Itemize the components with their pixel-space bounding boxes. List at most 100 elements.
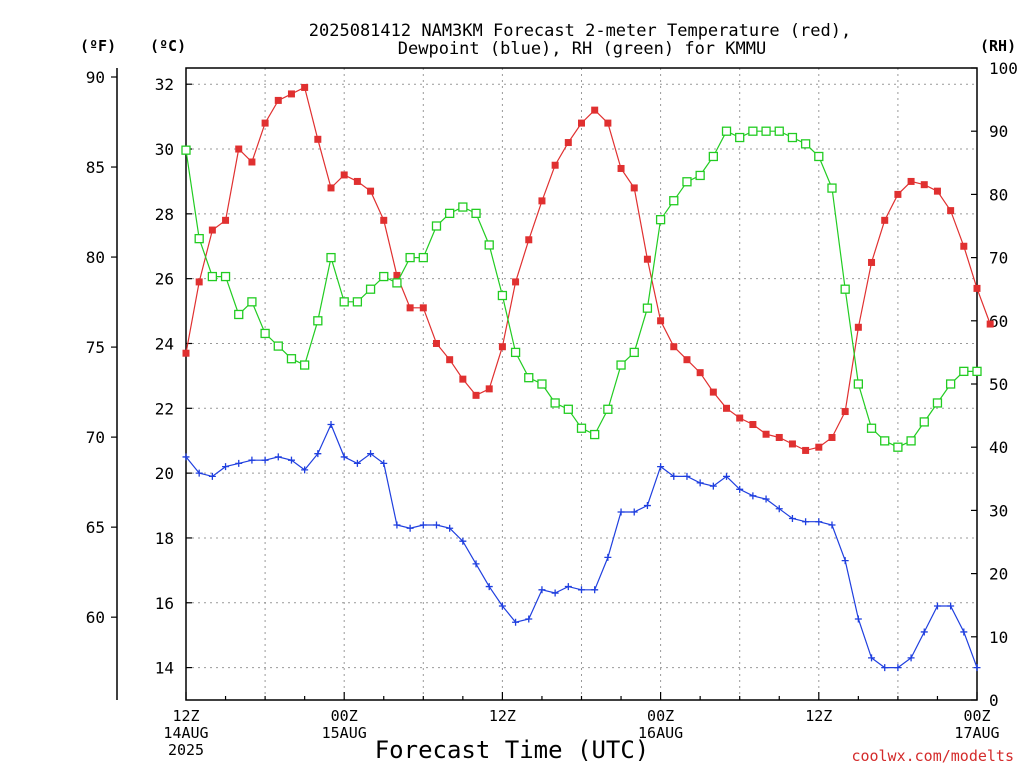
rh-point [392, 278, 402, 288]
dewpoint-point [683, 472, 691, 480]
rh-point [431, 221, 442, 231]
temperature-point [643, 255, 651, 263]
rh-point [260, 328, 270, 339]
rh-point [313, 316, 323, 326]
dewpoint-point [788, 515, 796, 523]
dewpoint-point [182, 453, 190, 461]
x-tick-label: 2025 [168, 741, 204, 759]
temperature-point [986, 320, 994, 328]
dewpoint-point [828, 521, 836, 529]
x-tick-label: 00Z [647, 707, 674, 725]
x-axis-title: Forecast Time (UTC) [375, 736, 650, 764]
dewpoint-line [185, 422, 978, 669]
rh-point [339, 297, 349, 307]
dewpoint-point [551, 589, 559, 597]
rh-point [418, 252, 428, 263]
dewpoint-point [327, 421, 335, 429]
rh-point [853, 379, 863, 389]
temperature-point [195, 278, 203, 286]
rh-tick-label: 60 [989, 312, 1008, 331]
dewpoint-point [261, 456, 269, 464]
temperature-point [920, 181, 928, 189]
rh-point [761, 126, 771, 136]
rh-point [708, 151, 718, 162]
title-line-1: 2025081412 NAM3KM Forecast 2-meter Tempe… [309, 21, 851, 41]
rh-point [365, 284, 376, 294]
dewpoint-point [340, 453, 348, 461]
x-tick-label: 16AUG [638, 724, 683, 742]
temperature-point [749, 421, 757, 429]
temperature-point [380, 216, 388, 224]
celsius-tick-label: 16 [155, 594, 174, 613]
temperature-point [446, 356, 454, 364]
temperature-point [261, 119, 269, 127]
dewpoint-point [459, 537, 467, 545]
temperature-point [960, 242, 968, 250]
dewpoint-point [274, 453, 282, 461]
dewpoint-point [670, 472, 678, 480]
dewpoint-point [446, 524, 454, 532]
fahrenheit-tick-label: 75 [86, 338, 105, 357]
rh-tick-label: 0 [989, 691, 999, 710]
rh-point [537, 379, 547, 389]
dewpoint-point [696, 479, 704, 487]
fahrenheit-unit-label: (ºF) [80, 37, 116, 55]
x-tick-label: 12Z [489, 707, 516, 725]
x-tick-label: 00Z [331, 707, 358, 725]
dewpoint-point [301, 466, 309, 474]
temperature-point [287, 90, 295, 98]
temperature-point [933, 187, 941, 195]
x-tick-label: 15AUG [322, 724, 367, 742]
axes: 14 16 18 20 22 24 26 28 30 32 60 65 70 75 80 85 90 0 10 20 3… [86, 59, 1018, 759]
fahrenheit-tick-label: 70 [86, 428, 105, 447]
rh-point [576, 423, 587, 433]
temperature-point [854, 323, 862, 331]
dewpoint-point [802, 518, 810, 526]
celsius-tick-label: 22 [155, 399, 174, 418]
dewpoint-point [960, 628, 968, 636]
celsius-tick-label: 20 [155, 464, 174, 483]
rh-point [959, 366, 969, 377]
temperature-point [591, 106, 599, 114]
rh-point [563, 404, 573, 414]
x-tick-label: 00Z [963, 707, 990, 725]
dewpoint-point [432, 521, 440, 529]
temperature-point [525, 236, 533, 244]
rh-point [695, 170, 705, 181]
rh-tick-label: 70 [989, 249, 1008, 268]
fahrenheit-tick-label: 60 [86, 608, 105, 627]
rh-point [642, 303, 653, 313]
dewpoint-point [208, 472, 216, 480]
temperature-point [551, 161, 559, 169]
dewpoint-point [854, 615, 862, 623]
rh-point [181, 145, 191, 155]
temperature-point [802, 446, 810, 454]
series-rh [181, 126, 982, 452]
dewpoint-point [881, 664, 889, 672]
rh-point [234, 309, 244, 320]
dewpoint-point [380, 459, 388, 467]
rh-point [273, 341, 283, 351]
dewpoint-point [709, 482, 717, 490]
dewpoint-point [591, 586, 599, 594]
rh-point [352, 297, 363, 307]
rh-unit-label: (RH) [980, 37, 1016, 55]
dewpoint-point [775, 505, 783, 513]
rh-tick-label: 30 [989, 501, 1008, 520]
dewpoint-point [512, 618, 520, 626]
rh-point [748, 126, 758, 136]
dewpoint-point [485, 583, 493, 591]
dewpoint-point [657, 463, 665, 471]
rh-point [379, 271, 389, 282]
temperature-point [947, 207, 955, 215]
temperature-point [459, 375, 467, 383]
rh-point [603, 404, 613, 414]
temperature-point [340, 171, 348, 179]
rh-point [524, 373, 534, 383]
x-tick-label: 17AUG [954, 724, 999, 742]
credit-text: coolwx.com/modelts [851, 747, 1014, 765]
rh-point [800, 139, 811, 149]
rh-tick-label: 100 [989, 59, 1018, 78]
temperature-point [498, 343, 506, 351]
